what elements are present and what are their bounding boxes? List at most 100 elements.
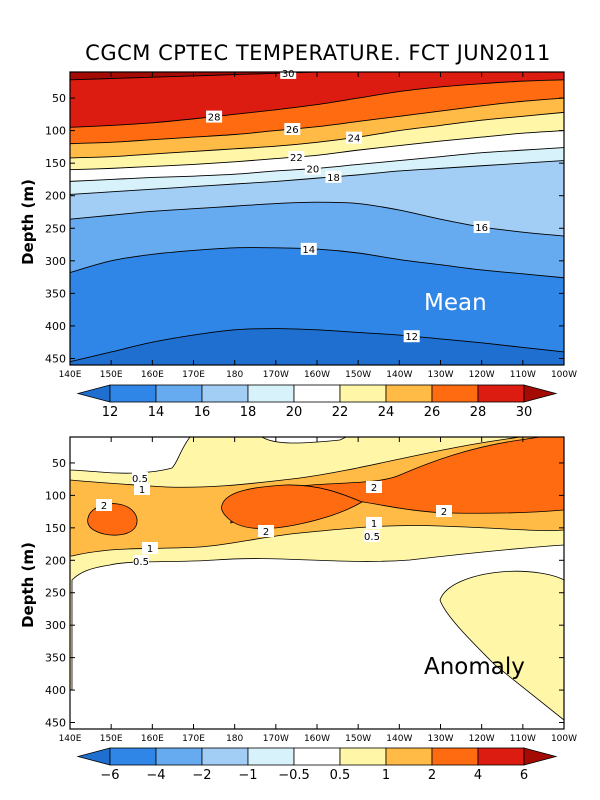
colorbar-tick-label: −0.5 [278, 768, 310, 783]
isotherm-label-bg [206, 110, 223, 123]
anomaly-region-top-white [70, 437, 191, 474]
isotherm-label-bg [325, 170, 342, 183]
isotherm-line-24 [70, 111, 564, 159]
anomaly-label-bg [96, 499, 112, 511]
y-tick-label: 300 [45, 619, 66, 632]
colorbar-tick-label: 18 [240, 405, 257, 420]
chart-title: CGCM CPTEC TEMPERATURE. FCT JUN2011 [85, 41, 551, 65]
x-tick-label: 130W [427, 734, 453, 744]
x-tick-label: 100W [551, 370, 577, 380]
x-tick-label: 140E [59, 734, 82, 744]
colorbar-tick-label: 28 [470, 405, 487, 420]
y-tick-label: 150 [45, 157, 66, 170]
x-tick-label: 130W [427, 370, 453, 380]
isotherm-line-30 [70, 72, 330, 81]
colorbar-tick-label: 2 [428, 768, 436, 783]
anomaly-contour-label: 1 [139, 485, 145, 496]
x-tick-label: 140E [59, 370, 82, 380]
anomaly-axis-ticks: 140E 150E 160E 170E 180 170W 160W 150W 140W 130W 1… [45, 437, 577, 744]
anomaly-region-2c [87, 503, 138, 536]
y-tick-label: 100 [45, 125, 66, 138]
anomaly-label-bg [134, 483, 150, 495]
colorbar-tick-label: 1 [382, 768, 390, 783]
isotherm-line-26 [70, 97, 564, 145]
anomaly-label-bg [364, 530, 380, 542]
colorbar-tick-label: 30 [516, 405, 533, 420]
isotherm-label: 16 [475, 223, 488, 234]
x-tick-label: 170W [263, 370, 289, 380]
y-tick-label: 100 [45, 489, 66, 502]
isotherm-label: 28 [208, 113, 221, 124]
x-tick-label: 150W [345, 370, 371, 380]
isotherm-label: 12 [405, 332, 418, 343]
y-tick-label: 400 [45, 684, 66, 697]
colorbar-tick-label: 6 [520, 768, 528, 783]
mean-panel-label: Mean [424, 290, 487, 316]
anomaly-region-2b [221, 484, 363, 529]
x-tick-label: 170W [263, 734, 289, 744]
isotherm-label-bg [403, 330, 420, 343]
x-tick-label: 160W [304, 734, 330, 744]
anomaly-contour-label: 2 [441, 507, 447, 518]
anomaly-contour-label: 2 [371, 483, 377, 494]
colorbar-high-triangle [523, 384, 558, 403]
x-tick-label: 180 [226, 370, 243, 380]
isotherm-label-bg [300, 242, 317, 255]
colorbar-tick-label: 0.5 [330, 768, 351, 783]
y-tick-label: 150 [45, 522, 66, 535]
isotherm-label-bg [280, 66, 297, 79]
x-tick-label: 120W [469, 734, 495, 744]
colorbar-swatch [109, 747, 157, 766]
colorbar-swatch [385, 747, 433, 766]
colorbar-tick-label: 20 [286, 405, 303, 420]
x-tick-label: 160W [304, 370, 330, 380]
anomaly-label-bg [132, 472, 148, 484]
anomaly-label-bg [366, 517, 382, 529]
x-tick-label: 170E [182, 370, 205, 380]
x-tick-label: 160E [141, 370, 164, 380]
anomaly-label-bg [133, 555, 149, 567]
colorbar-swatch [339, 384, 387, 403]
colorbar-swatch [109, 384, 157, 403]
y-tick-label: 250 [45, 222, 66, 235]
isotherm-line-28 [70, 79, 564, 128]
y-tick-label: 300 [45, 255, 66, 268]
colorbar-swatch [293, 384, 341, 403]
colorbar-swatch [201, 747, 249, 766]
isotherm-label: 14 [302, 245, 315, 256]
colorbar-tick-label: 4 [474, 768, 482, 783]
y-tick-label: 350 [45, 652, 66, 665]
x-tick-label: 150E [100, 370, 123, 380]
y-tick-label: 200 [45, 190, 66, 203]
colorbar-tick-label: −6 [100, 768, 119, 783]
anomaly-contour-label: 0.5 [132, 474, 148, 485]
colorbar-swatch [431, 747, 479, 766]
mean-axis-ticks: 140E 150E 160E 170E 180 170W 160W 150W 140W 130W 1… [45, 72, 577, 380]
x-tick-label: 110W [510, 370, 536, 380]
colorbar-swatch [155, 747, 203, 766]
x-tick-label: 120W [469, 370, 495, 380]
mean-isotherm-labels: 30 28 26 24 22 20 18 16 14 12 [206, 66, 490, 343]
x-tick-label: 150W [345, 734, 371, 744]
anomaly-fields [70, 437, 564, 721]
anomaly-label-bg [436, 505, 452, 517]
isotherm-label: 26 [286, 125, 299, 136]
isotherm-line-12 [70, 328, 564, 363]
anomaly-label-bg [366, 481, 382, 493]
isotherm-label: 22 [290, 153, 303, 164]
x-tick-label: 180 [226, 734, 243, 744]
colorbar-swatch [155, 384, 203, 403]
colorbar-swatch [201, 384, 249, 403]
x-tick-label: 160E [141, 734, 164, 744]
mean-isotherm-lines [70, 72, 564, 363]
x-tick-label: 140W [386, 370, 412, 380]
colorbar-swatch [247, 747, 295, 766]
isotherm-label: 24 [348, 134, 361, 145]
colorbar-high-triangle [523, 747, 558, 766]
anomaly-contour-label: 2 [101, 501, 107, 512]
x-tick-label: 150E [100, 734, 123, 744]
x-tick-label: 170E [182, 734, 205, 744]
isotherm-label: 18 [327, 173, 340, 184]
colorbar-swatch [477, 747, 525, 766]
